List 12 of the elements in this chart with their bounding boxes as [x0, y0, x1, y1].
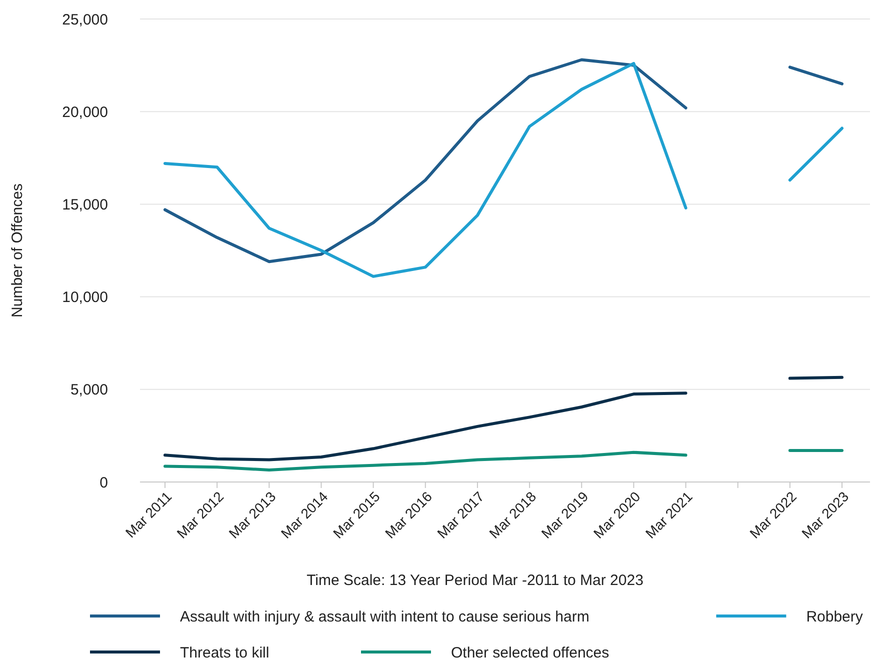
y-tick-label: 20,000 — [62, 104, 108, 121]
y-tick-label: 10,000 — [62, 289, 108, 306]
y-tick-label: 5,000 — [70, 382, 108, 399]
y-axis-title: Number of Offences — [9, 184, 26, 318]
x-axis-title: Time Scale: 13 Year Period Mar -2011 to Mar 2023 — [306, 572, 644, 589]
y-tick-label: 0 — [100, 474, 108, 492]
legend-label: Robbery — [806, 608, 864, 626]
legend-label: Assault with injury & assault with intent to cause serious harm — [180, 608, 590, 626]
legend-label: Threats to kill — [180, 644, 270, 662]
legend-label: Other selected offences — [451, 644, 610, 662]
y-tick-label: 15,000 — [62, 196, 108, 214]
y-tick-label: 25,000 — [62, 11, 108, 28]
